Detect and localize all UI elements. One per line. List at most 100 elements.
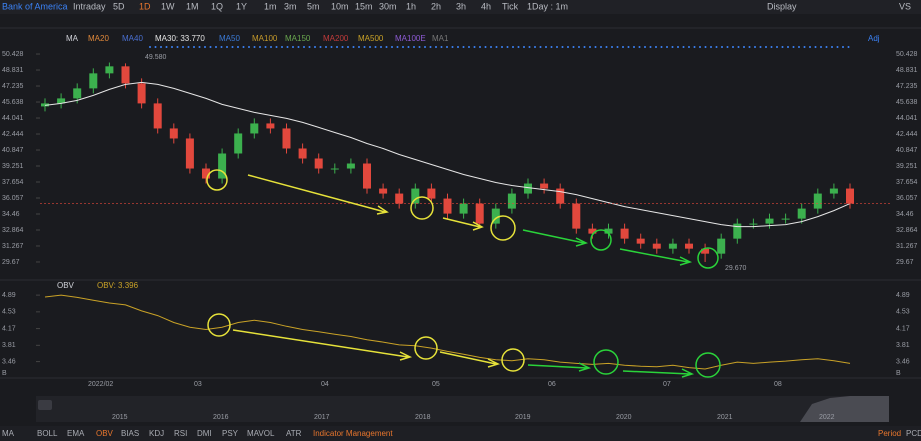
range-button[interactable]: 10m [331, 1, 349, 11]
ma-label[interactable]: MA50 [219, 34, 240, 43]
dot [677, 46, 679, 48]
dot [319, 46, 322, 48]
indicator-name[interactable]: MA [66, 34, 79, 43]
candle-body [797, 208, 806, 219]
range-button[interactable]: 1Y [236, 1, 247, 11]
indicator-button[interactable]: KDJ [149, 429, 164, 438]
arrow [442, 217, 484, 231]
candle-body [749, 223, 758, 225]
range-button[interactable]: 3m [284, 1, 297, 11]
range-button[interactable]: 1Q [211, 1, 223, 11]
range-button[interactable]: 1M [186, 1, 199, 11]
range-button[interactable]: 1W [161, 1, 175, 11]
arrow [527, 362, 592, 372]
navigator-handle[interactable] [38, 400, 52, 410]
candle-body [846, 188, 854, 204]
range-button[interactable]: 3h [456, 1, 466, 11]
y-tick-label: 40.847 [2, 147, 24, 154]
indicator-button[interactable]: MAVOL [247, 429, 275, 438]
candle-body [556, 188, 565, 204]
ma-label[interactable]: MA100 [252, 34, 278, 43]
dot [479, 46, 481, 48]
range-button[interactable]: Tick [502, 1, 519, 11]
range-button[interactable]: 1h [406, 1, 416, 11]
adj[interactable]: Adj [868, 34, 880, 43]
dot [495, 46, 498, 48]
dot [704, 46, 707, 48]
dot [149, 46, 151, 48]
y-tick-label: 50.428 [2, 51, 24, 58]
range-button[interactable]: Intraday [73, 1, 106, 11]
y-tick-label: 29.67 [896, 259, 914, 266]
obv-name[interactable]: OBV [57, 281, 75, 290]
candle-body [89, 73, 98, 89]
dot [457, 46, 459, 48]
indicator-button[interactable]: OBV [96, 429, 114, 438]
circle [206, 169, 228, 191]
dot [528, 46, 531, 48]
y-tick-label: 37.654 [896, 179, 918, 186]
indicator-button[interactable]: EMA [67, 429, 85, 438]
period[interactable]: Period [878, 429, 901, 438]
range-button[interactable]: 15m [355, 1, 373, 11]
indicator-button[interactable]: MA [2, 429, 15, 438]
candle-body [105, 66, 114, 74]
y-tick-label: 39.251 [896, 163, 918, 170]
indicator-button[interactable]: RSI [174, 429, 187, 438]
y-tick-label: 37.654 [2, 179, 24, 186]
ma-label[interactable]: MA30: 33.770 [155, 34, 205, 43]
indicator-button[interactable]: BOLL [37, 429, 58, 438]
dot [550, 46, 553, 48]
dot [440, 46, 443, 48]
display[interactable]: Display [767, 1, 797, 11]
symbol[interactable]: Bank of America [2, 1, 68, 11]
indicator-button[interactable]: DMI [197, 429, 212, 438]
indicator-button[interactable]: ATR [286, 429, 302, 438]
indicator-management[interactable]: Indicator Management [313, 429, 393, 438]
pcd[interactable]: PCD [906, 429, 921, 438]
ma30-line [44, 81, 851, 228]
range-button[interactable]: 5m [307, 1, 320, 11]
dot [424, 46, 426, 48]
dot [347, 46, 349, 48]
indicator-button[interactable]: PSY [222, 429, 239, 438]
dot [737, 46, 740, 48]
dot [220, 46, 223, 48]
ma-label[interactable]: MA1 [432, 34, 449, 43]
dot [198, 46, 201, 48]
dot [374, 46, 377, 48]
range-button[interactable]: 1m [264, 1, 277, 11]
indicator-button[interactable]: BIAS [121, 429, 139, 438]
dot [765, 46, 767, 48]
dot [429, 46, 432, 48]
ma-label[interactable]: MA40 [122, 34, 143, 43]
range-button[interactable]: 4h [481, 1, 491, 11]
ma-label[interactable]: MA500 [358, 34, 384, 43]
candle-body [202, 168, 210, 179]
ma-label[interactable]: MA200 [323, 34, 349, 43]
range-button[interactable]: 1D [139, 1, 151, 11]
dot [605, 46, 608, 48]
dot [649, 46, 652, 48]
interval[interactable]: 1Day : 1m [527, 1, 568, 11]
range-button[interactable]: 5D [113, 1, 125, 11]
range-button[interactable]: 2h [431, 1, 441, 11]
dot [226, 46, 228, 48]
candle-body [813, 193, 822, 209]
ma-label[interactable]: MA150 [285, 34, 311, 43]
circle [207, 313, 231, 337]
dot [836, 46, 839, 48]
dot [297, 46, 300, 48]
ma-label[interactable]: MA100E [395, 34, 426, 43]
vs[interactable]: VS [899, 1, 911, 11]
dot [743, 46, 745, 48]
dot [589, 46, 591, 48]
dot [204, 46, 206, 48]
dot [363, 46, 366, 48]
candle-body [765, 218, 774, 224]
range-button[interactable]: 30m [379, 1, 397, 11]
dot [644, 46, 646, 48]
ma-label[interactable]: MA20 [88, 34, 109, 43]
y-tick-label: 39.251 [2, 163, 24, 170]
dot [369, 46, 371, 48]
